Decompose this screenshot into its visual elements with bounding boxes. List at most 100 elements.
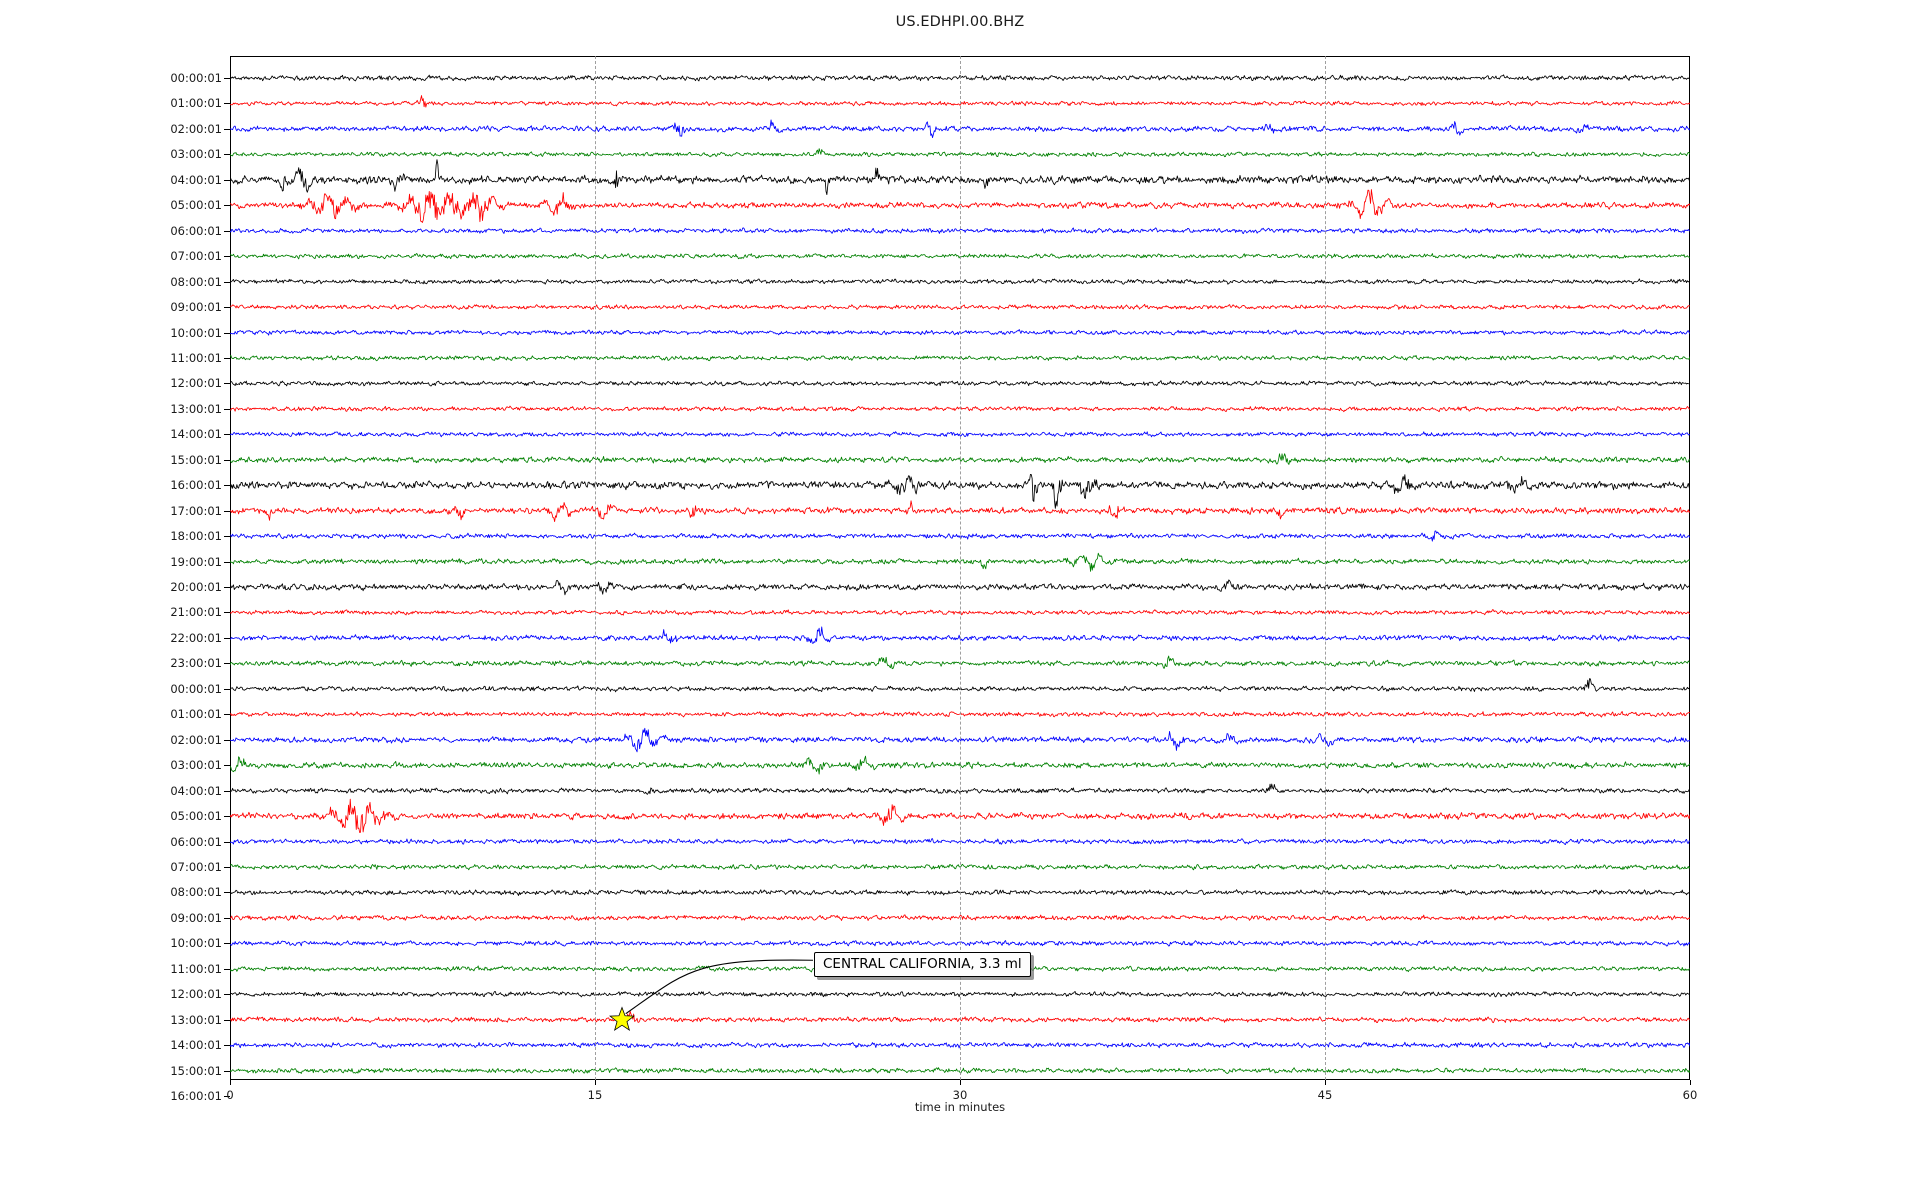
y-tick-mark-2: [224, 128, 230, 130]
y-tick-label-30: 06:00:01: [170, 834, 222, 849]
y-tick-mark-15: [224, 459, 230, 461]
x-tick-mark-30: [960, 1080, 961, 1085]
x-tick-mark-45: [1325, 1080, 1326, 1085]
y-tick-label-14: 14:00:01: [170, 427, 222, 442]
y-tick-label-6: 06:00:01: [170, 223, 222, 238]
y-tick-mark-9: [224, 307, 230, 309]
y-tick-label-28: 04:00:01: [170, 783, 222, 798]
y-tick-label-37: 13:00:01: [170, 1012, 222, 1027]
y-tick-mark-31: [224, 866, 230, 868]
y-tick-mark-32: [224, 892, 230, 894]
y-tick-label-36: 12:00:01: [170, 987, 222, 1002]
y-tick-mark-5: [224, 205, 230, 207]
y-tick-mark-24: [224, 688, 230, 690]
y-tick-mark-10: [224, 332, 230, 334]
y-tick-mark-37: [224, 1019, 230, 1021]
x-tick-mark-60: [1690, 1080, 1691, 1085]
y-tick-label-19: 19:00:01: [170, 554, 222, 569]
x-tick-label-0: 0: [226, 1088, 234, 1102]
x-tick-label-15: 15: [587, 1088, 603, 1102]
y-tick-mark-7: [224, 256, 230, 258]
x-tick-label-60: 60: [1682, 1088, 1698, 1102]
x-tick-label-45: 45: [1317, 1088, 1333, 1102]
y-tick-label-31: 07:00:01: [170, 859, 222, 874]
y-tick-label-38: 14:00:01: [170, 1038, 222, 1053]
y-tick-label-11: 11:00:01: [170, 350, 222, 365]
y-tick-mark-33: [224, 917, 230, 919]
y-tick-label-25: 01:00:01: [170, 707, 222, 722]
y-tick-mark-34: [224, 943, 230, 945]
y-tick-mark-40: [224, 1096, 230, 1097]
page-title: US.EDHPI.00.BHZ: [895, 14, 1025, 30]
gridline-x-15: [595, 56, 596, 1080]
y-tick-label-22: 22:00:01: [170, 630, 222, 645]
y-tick-label-1: 01:00:01: [170, 96, 222, 111]
x-axis-label: time in minutes: [914, 1100, 1006, 1114]
earthquake-annotation-label[interactable]: CENTRAL CALIFORNIA, 3.3 ml: [814, 952, 1031, 977]
y-tick-label-23: 23:00:01: [170, 656, 222, 671]
y-tick-mark-12: [224, 383, 230, 385]
y-tick-mark-28: [224, 790, 230, 792]
y-tick-mark-36: [224, 994, 230, 996]
y-tick-mark-11: [224, 357, 230, 359]
y-tick-label-16: 16:00:01: [170, 478, 222, 493]
y-tick-mark-6: [224, 230, 230, 232]
y-tick-mark-19: [224, 561, 230, 563]
y-tick-label-33: 09:00:01: [170, 910, 222, 925]
gridline-x-30: [960, 56, 961, 1080]
y-tick-mark-8: [224, 281, 230, 283]
y-tick-mark-14: [224, 434, 230, 436]
y-tick-mark-1: [224, 103, 230, 105]
y-tick-mark-30: [224, 841, 230, 843]
y-tick-label-24: 00:00:01: [170, 681, 222, 696]
y-tick-mark-13: [224, 408, 230, 410]
y-tick-label-7: 07:00:01: [170, 249, 222, 264]
y-tick-mark-29: [224, 816, 230, 818]
x-tick-mark-0: [230, 1080, 231, 1085]
y-tick-label-29: 05:00:01: [170, 809, 222, 824]
plot-axes: [230, 56, 1690, 1080]
y-tick-label-35: 11:00:01: [170, 961, 222, 976]
y-tick-label-34: 10:00:01: [170, 936, 222, 951]
y-tick-mark-22: [224, 637, 230, 639]
y-tick-mark-4: [224, 179, 230, 181]
y-tick-mark-35: [224, 968, 230, 970]
y-tick-label-17: 17:00:01: [170, 503, 222, 518]
y-tick-mark-38: [224, 1045, 230, 1047]
y-tick-label-2: 02:00:01: [170, 121, 222, 136]
earthquake-star-marker[interactable]: [605, 1003, 639, 1037]
y-tick-mark-21: [224, 612, 230, 614]
y-tick-label-0: 00:00:01: [170, 71, 222, 85]
star-icon: [608, 1005, 635, 1031]
y-tick-label-20: 20:00:01: [170, 580, 222, 594]
y-tick-label-10: 10:00:01: [170, 325, 222, 340]
y-tick-label-39: 15:00:01: [170, 1063, 222, 1078]
y-tick-mark-16: [224, 485, 230, 487]
y-tick-label-8: 08:00:01: [170, 274, 222, 289]
y-tick-label-26: 02:00:01: [170, 732, 222, 747]
y-tick-label-13: 13:00:01: [170, 401, 222, 416]
y-tick-label-5: 05:00:01: [170, 198, 222, 213]
y-tick-mark-25: [224, 714, 230, 716]
y-tick-label-4: 04:00:01: [170, 172, 222, 187]
y-tick-label-32: 08:00:01: [170, 885, 222, 900]
y-tick-label-9: 09:00:01: [170, 300, 222, 315]
y-tick-label-15: 15:00:01: [170, 452, 222, 467]
y-tick-label-40: 16:00:01: [170, 1089, 222, 1103]
y-tick-mark-3: [224, 154, 230, 156]
y-tick-mark-27: [224, 765, 230, 767]
y-tick-mark-20: [224, 587, 230, 588]
y-tick-label-27: 03:00:01: [170, 758, 222, 773]
y-tick-label-18: 18:00:01: [170, 529, 222, 544]
y-tick-mark-18: [224, 536, 230, 538]
gridline-x-45: [1325, 56, 1326, 1080]
y-tick-mark-23: [224, 663, 230, 665]
y-tick-mark-0: [224, 78, 230, 79]
y-tick-mark-39: [224, 1070, 230, 1072]
y-tick-mark-17: [224, 510, 230, 512]
x-tick-mark-15: [595, 1080, 596, 1085]
x-tick-label-30: 30: [952, 1088, 968, 1102]
y-tick-label-3: 03:00:01: [170, 147, 222, 162]
y-tick-label-12: 12:00:01: [170, 376, 222, 391]
